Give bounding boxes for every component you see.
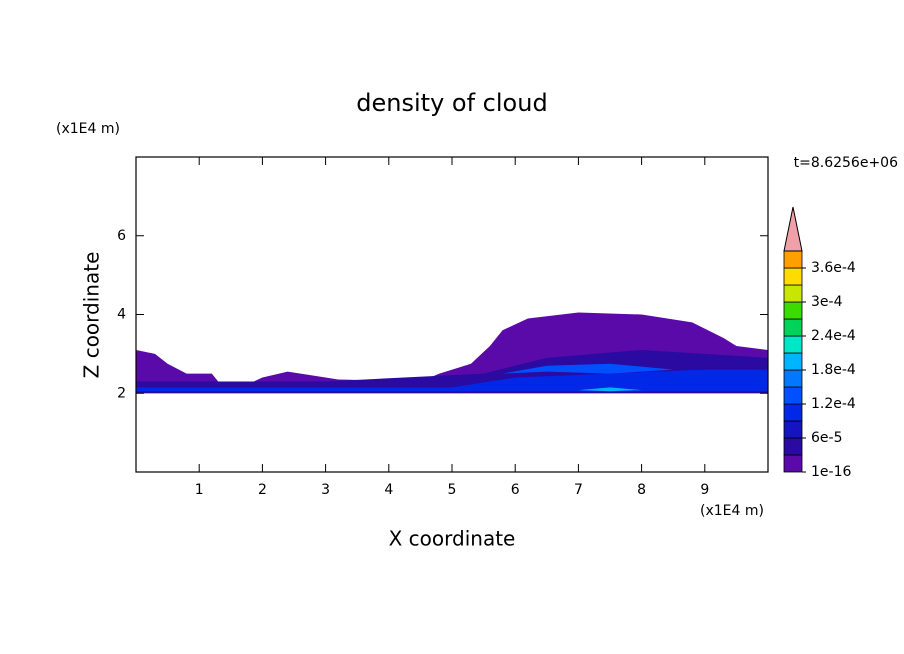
colorbar-tick-label: 1.2e-4 — [811, 396, 856, 412]
contour-region — [136, 369, 768, 392]
colorbar-tick-label: 3e-4 — [811, 294, 843, 310]
colorbar-tick-label: 1e-16 — [811, 464, 851, 480]
x-tick-label: 5 — [448, 482, 457, 498]
colorbar-swatch — [783, 386, 803, 405]
x-tick-label: 7 — [574, 482, 583, 498]
x-tick-label: 8 — [637, 482, 646, 498]
colorbar-tick-label: 6e-5 — [811, 430, 842, 446]
x-tick-label: 6 — [511, 482, 520, 498]
colorbar-tick-label: 2.4e-4 — [811, 328, 856, 344]
colorbar-tick-label: 1.8e-4 — [811, 362, 856, 378]
colorbar-swatch — [783, 352, 803, 371]
colorbar-swatch — [783, 267, 803, 286]
colorbar-swatch — [783, 420, 803, 439]
y-tick-label: 2 — [117, 385, 126, 401]
colorbar-swatch — [783, 454, 803, 473]
colorbar-swatch — [783, 403, 803, 422]
colorbar-swatch — [783, 284, 803, 303]
contour-region — [578, 387, 642, 392]
x-axis-label: X coordinate — [389, 527, 516, 551]
y-axis-label: Z coordinate — [80, 252, 104, 379]
colorbar-swatch — [783, 437, 803, 456]
colorbar-swatch — [783, 335, 803, 354]
colorbar-swatch — [783, 318, 803, 337]
x-unit: (x1E4 m) — [700, 503, 764, 519]
chart-title: density of cloud — [356, 89, 547, 117]
x-tick-label: 9 — [700, 482, 709, 498]
colorbar-over — [783, 206, 803, 252]
x-tick-label: 3 — [321, 482, 330, 498]
x-tick-label: 4 — [384, 482, 393, 498]
y-tick-label: 4 — [117, 307, 126, 323]
colorbar-swatch — [783, 250, 803, 269]
time-label: t=8.6256e+06 — [794, 155, 898, 171]
plot-frame — [135, 156, 769, 473]
colorbar-tick-label: 3.6e-4 — [811, 260, 856, 276]
y-unit: (x1E4 m) — [56, 121, 120, 137]
colorbar-swatch — [783, 369, 803, 388]
colorbar-swatch — [783, 301, 803, 320]
x-tick-label: 1 — [195, 482, 204, 498]
contour-region — [502, 363, 674, 374]
x-tick-label: 2 — [258, 482, 267, 498]
y-tick-label: 6 — [117, 228, 126, 244]
